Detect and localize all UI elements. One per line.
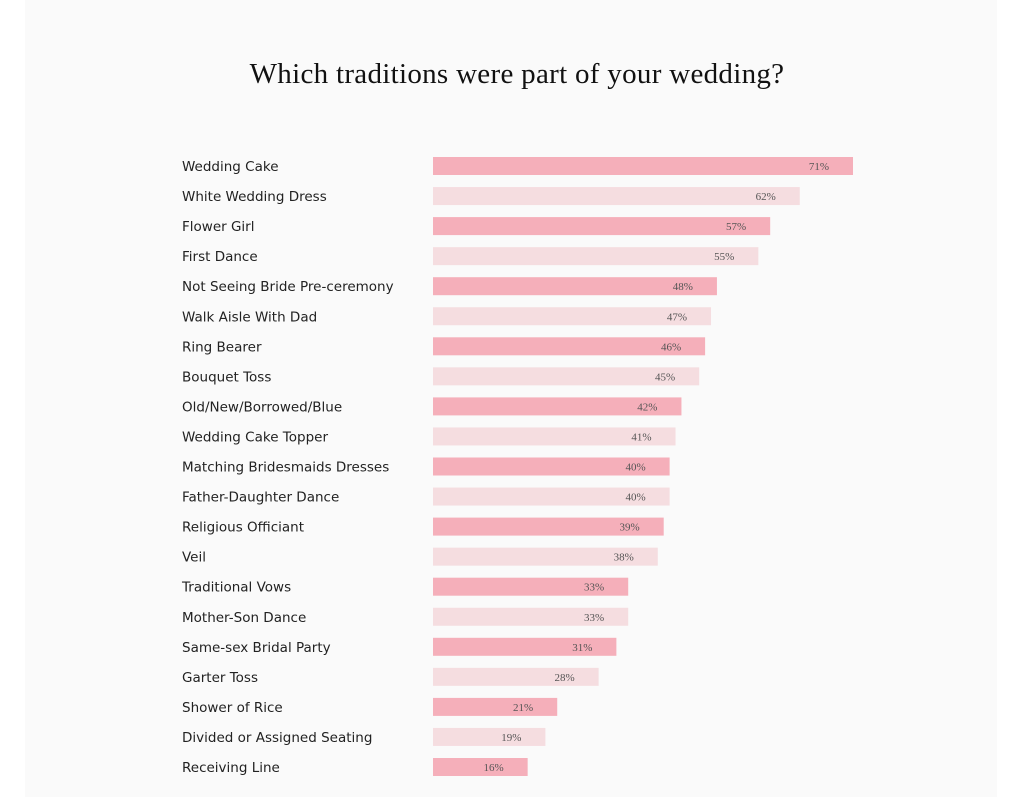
bar <box>433 607 629 626</box>
category-label: Flower Girl <box>182 219 254 235</box>
value-label: 71% <box>809 161 829 173</box>
value-label: 33% <box>584 582 604 594</box>
category-label: Mother-Son Dance <box>182 610 306 626</box>
bar <box>433 547 658 566</box>
bar <box>433 577 629 596</box>
category-label: Wedding Cake Topper <box>182 429 328 445</box>
value-label: 57% <box>726 221 746 233</box>
category-label: Divided or Assigned Seating <box>182 730 372 746</box>
category-label: Garter Toss <box>182 670 258 686</box>
value-label: 16% <box>483 762 503 774</box>
value-label: 41% <box>631 431 651 443</box>
bar <box>433 157 853 175</box>
bar <box>433 697 558 716</box>
category-label: Walk Aisle With Dad <box>182 309 317 325</box>
value-label: 62% <box>756 191 776 203</box>
category-label: First Dance <box>182 249 258 265</box>
category-label: Veil <box>182 550 206 566</box>
value-label: 55% <box>714 251 734 263</box>
bar <box>433 187 800 206</box>
category-label: Matching Bridesmaids Dresses <box>182 460 389 476</box>
bar <box>433 427 676 446</box>
category-label: Wedding Cake <box>182 159 279 175</box>
category-label: Bouquet Toss <box>182 369 271 385</box>
value-label: 38% <box>614 552 634 564</box>
value-label: 45% <box>655 371 675 383</box>
value-label: 47% <box>667 311 687 323</box>
category-label: Old/New/Borrowed/Blue <box>182 399 342 415</box>
category-label: Father-Daughter Dance <box>182 490 339 506</box>
bar <box>433 758 528 776</box>
bar <box>433 457 670 476</box>
bar <box>433 337 706 356</box>
category-label: White Wedding Dress <box>182 189 327 205</box>
category-label: Not Seeing Bride Pre-ceremony <box>182 279 394 295</box>
bar <box>433 517 664 536</box>
value-label: 40% <box>625 492 645 504</box>
value-label: 46% <box>661 341 681 353</box>
value-label: 33% <box>584 612 604 624</box>
bar <box>433 727 546 746</box>
value-label: 21% <box>513 702 533 714</box>
value-label: 31% <box>572 642 592 654</box>
value-label: 42% <box>637 401 657 413</box>
bar <box>433 367 700 386</box>
value-label: 39% <box>620 522 640 534</box>
bar <box>433 637 617 656</box>
chart-title: Which traditions were part of your weddi… <box>249 58 785 90</box>
bar <box>433 247 759 266</box>
category-label: Same-sex Bridal Party <box>182 640 331 656</box>
category-label: Religious Officiant <box>182 520 304 536</box>
bar <box>433 217 771 236</box>
value-label: 48% <box>673 281 693 293</box>
value-label: 28% <box>554 672 574 684</box>
category-label: Shower of Rice <box>182 700 283 716</box>
category-label: Traditional Vows <box>181 580 291 596</box>
bar <box>433 667 599 686</box>
bar <box>433 487 670 506</box>
category-label: Ring Bearer <box>182 339 262 355</box>
bar <box>433 397 682 416</box>
value-label: 19% <box>501 732 521 744</box>
value-label: 40% <box>625 462 645 474</box>
bar <box>433 307 712 326</box>
bar <box>433 277 717 296</box>
category-label: Receiving Line <box>182 760 280 776</box>
